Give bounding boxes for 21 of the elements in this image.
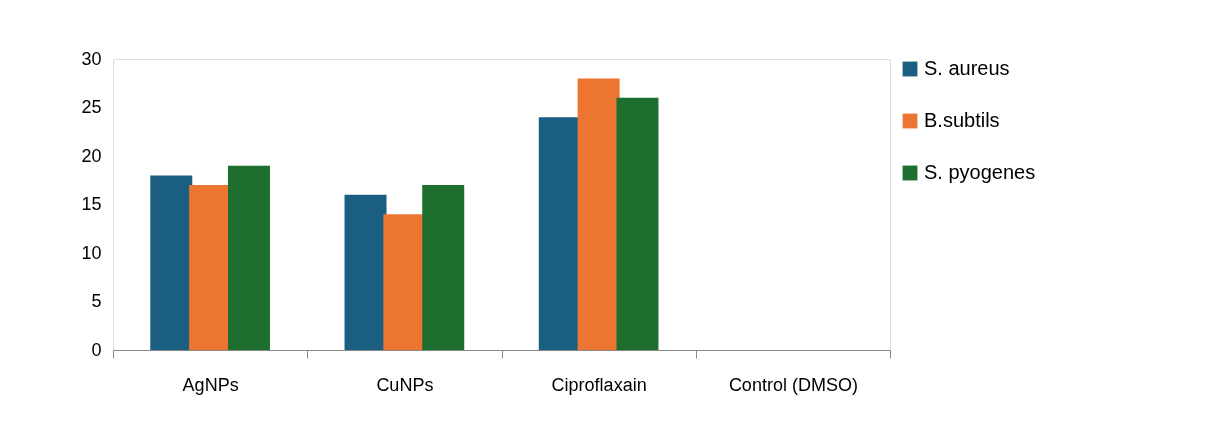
y-tick-label: 0 [91, 339, 102, 360]
bar [344, 194, 387, 350]
legend-label: B.subtils [924, 109, 1000, 131]
bar [227, 165, 270, 350]
legend-label: S. pyogenes [924, 161, 1036, 183]
y-tick-label: 30 [81, 48, 102, 69]
y-tick-label: 15 [81, 194, 102, 214]
bar [422, 185, 465, 350]
legend-label: S. aureus [924, 57, 1010, 79]
y-tick-label: 10 [81, 242, 102, 263]
bar [150, 175, 193, 350]
bar [538, 117, 581, 350]
y-tick-label: 5 [91, 291, 102, 311]
x-tick-label: Control (DMSO) [728, 374, 858, 395]
x-tick-label: CuNPs [376, 374, 434, 395]
x-tick-label: Ciproflaxain [551, 374, 647, 395]
bar [616, 97, 659, 350]
bar [577, 78, 620, 350]
y-tick-label: 20 [81, 145, 102, 166]
y-tick-label: 25 [81, 97, 102, 117]
x-tick-label: AgNPs [182, 374, 239, 395]
